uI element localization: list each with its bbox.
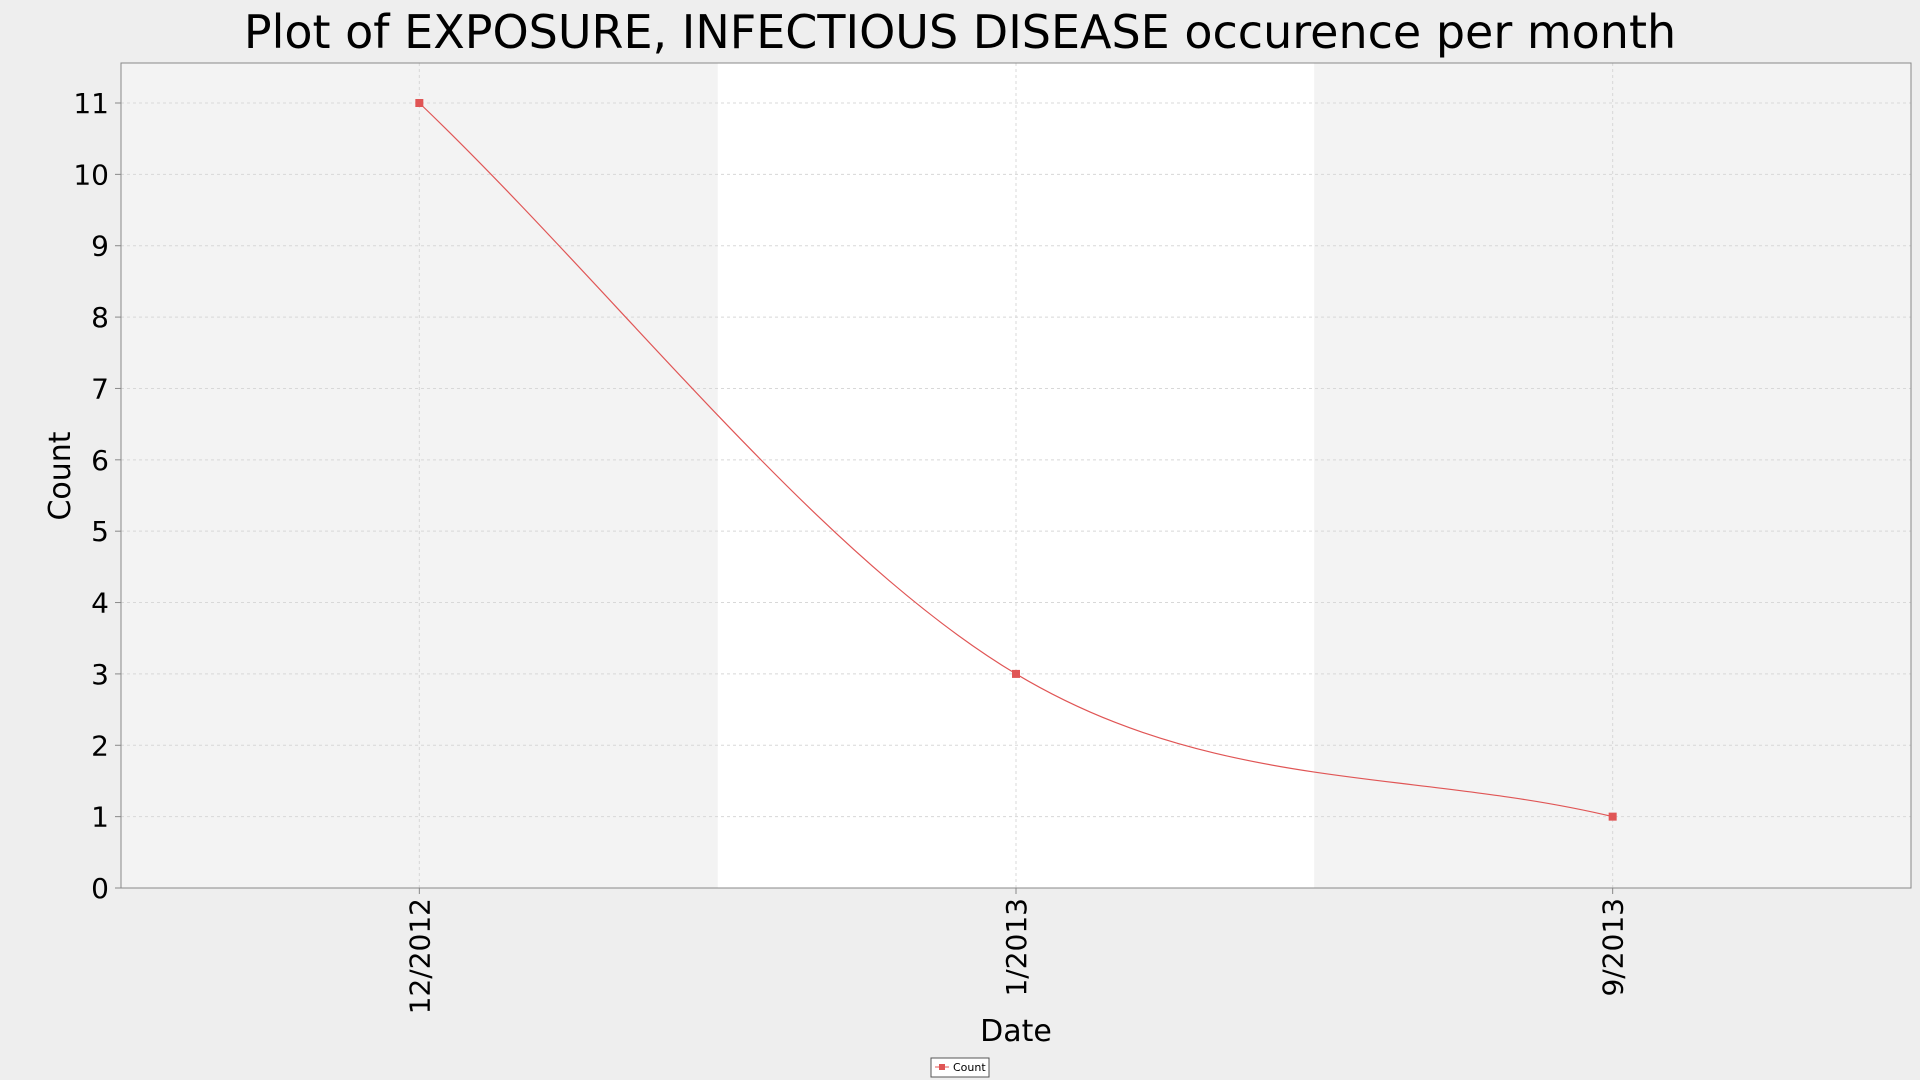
data-point-2[interactable]	[1012, 669, 1020, 678]
background-band-3	[1314, 63, 1911, 888]
series-line-1	[418, 102, 1613, 818]
x-tick-label-2: 1/2013	[1000, 898, 1033, 997]
y-tick-label-8: 8	[91, 301, 109, 334]
series-layer	[415, 99, 1617, 821]
y-tick-label-6: 6	[91, 444, 109, 477]
data-point-3[interactable]	[1608, 812, 1617, 821]
data-point-1[interactable]	[415, 99, 424, 107]
legend-swatch-marker	[939, 1064, 945, 1070]
y-axis-label: Count	[43, 431, 78, 520]
y-tick-label-3: 3	[91, 658, 109, 691]
y-axis-ticks: 0 1 2 3 4 5 6 7 8 9 10 11	[73, 87, 121, 905]
legend-box	[930, 1057, 990, 1078]
y-tick-label-2: 2	[91, 729, 109, 762]
y-tick-label-7: 7	[91, 372, 109, 405]
x-tick-label-3: 9/2013	[1597, 898, 1630, 997]
chart-title: Plot of EXPOSURE, INFECTIOUS DISEASE occ…	[244, 5, 1676, 59]
legend-label-count: Count	[953, 1061, 986, 1074]
y-tick-label-4: 4	[91, 587, 109, 620]
legend: Count	[930, 1057, 990, 1078]
y-tick-label-9: 9	[91, 230, 109, 263]
y-tick-label-10: 10	[73, 158, 109, 191]
x-axis-label: Date	[980, 1014, 1052, 1049]
y-tick-label-5: 5	[91, 515, 109, 548]
background-bands	[121, 63, 1911, 888]
x-axis-ticks: 12/2012 1/2013 9/2013	[403, 888, 1630, 1014]
y-tick-label-11: 11	[73, 87, 109, 120]
background-band-2	[717, 63, 1315, 888]
background-band-1	[121, 63, 718, 888]
x-tick-label-1: 12/2012	[403, 898, 436, 1014]
y-tick-label-1: 1	[91, 801, 109, 834]
y-tick-label-0: 0	[91, 872, 109, 905]
